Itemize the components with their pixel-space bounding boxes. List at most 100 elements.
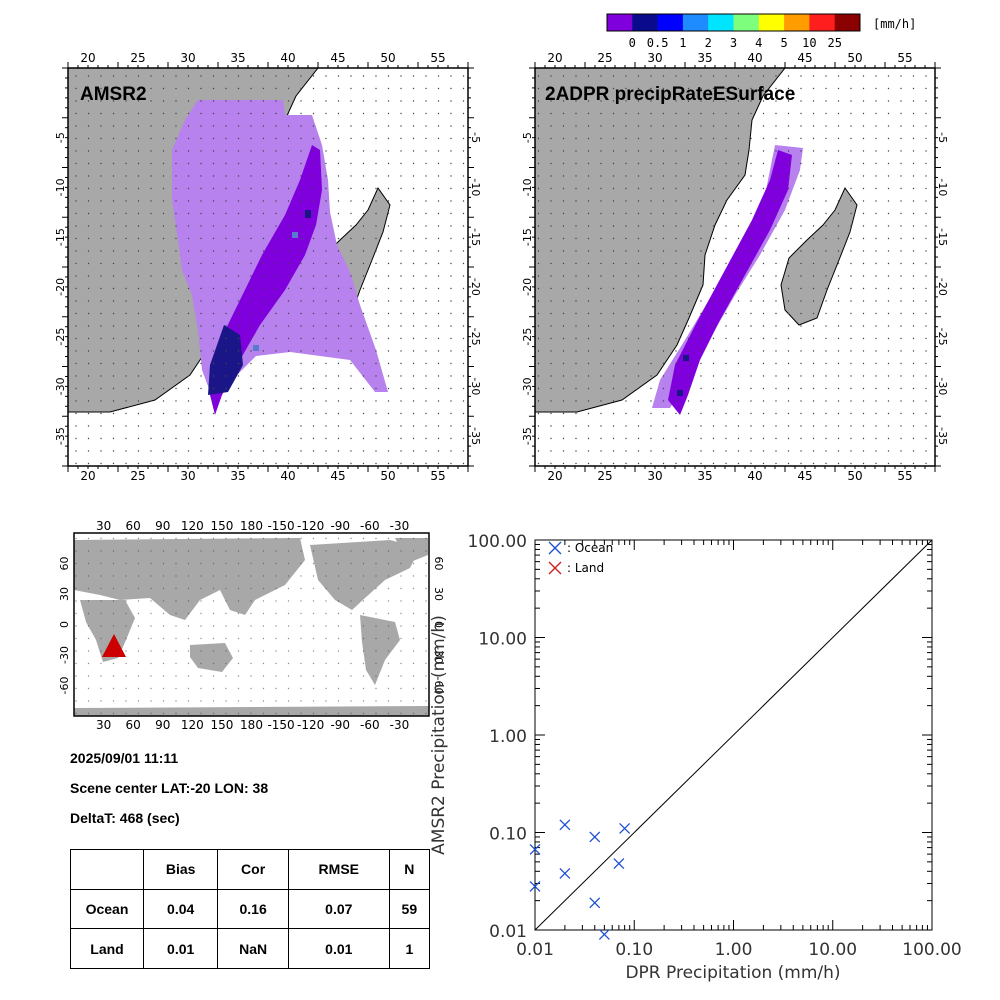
lon-tick-label: 45 — [330, 469, 345, 483]
world-lon-tick-label: -60 — [360, 519, 380, 533]
map-ticks-amsr2: 20 20 25 25 30 30 35 35 40 40 45 45 50 50 55 55 -5 -5 -10 -… — [54, 51, 482, 483]
map-title-dpr: 2ADPR precipRateESurface — [545, 84, 795, 105]
scatter-point — [613, 858, 625, 870]
lon-tick-label: 35 — [230, 51, 245, 65]
delta-t: DeltaT: 468 (sec) — [70, 810, 180, 826]
colorbar-tick-label: 0 — [629, 36, 636, 50]
world-lat-tick-label: 30 — [432, 587, 445, 601]
world-lon-tick-label: 60 — [126, 519, 141, 533]
scatter-point — [619, 823, 631, 834]
legend-ocean-marker — [548, 541, 562, 555]
scatter-point — [589, 897, 601, 909]
lat-tick-label: -30 — [54, 377, 67, 395]
lon-tick-label: 45 — [330, 51, 345, 65]
colorbar-swatch — [607, 14, 633, 31]
cor-value: NaN — [217, 928, 289, 969]
world-lat-tick-label: -30 — [432, 646, 445, 664]
colorbar-tick-label: 25 — [827, 36, 841, 50]
world-lon-tick-label: 150 — [210, 519, 233, 533]
legend-land-marker — [548, 561, 562, 575]
lon-tick-label: 50 — [847, 51, 862, 65]
world-map-ticks: 303060609090120120150150180180-150-150-1… — [58, 519, 445, 732]
lat-tick-label: -20 — [54, 278, 67, 296]
map-ticks-dpr: 20 20 25 25 30 30 35 35 40 40 45 45 50 50 55 55 -5 -5 -10 -… — [521, 51, 949, 483]
world-lon-tick-label: -150 — [267, 519, 294, 533]
lat-tick-label: -15 — [54, 228, 67, 246]
colorbar-tick-label: 3 — [730, 36, 737, 50]
lon-tick-label: 55 — [897, 469, 912, 483]
lat-tick-label: -35 — [936, 427, 949, 445]
scatter-legend: : Ocean : Land — [548, 541, 613, 575]
cor-value: 0.16 — [217, 888, 289, 930]
scene-center: Scene center LAT:-20 LON: 38 — [70, 780, 269, 796]
lon-tick-label: 25 — [597, 51, 612, 65]
colorbar-tick-label: 4 — [755, 36, 762, 50]
lon-tick-label: 30 — [180, 469, 195, 483]
n-value: 59 — [388, 888, 431, 930]
colorbar-tick-label: 10 — [802, 36, 816, 50]
world-lon-tick-label: 120 — [181, 519, 204, 533]
world-lon-tick-label: 60 — [126, 718, 141, 732]
lon-tick-label: 40 — [747, 51, 762, 65]
world-lon-tick-label: 30 — [96, 718, 111, 732]
world-lon-tick-label: 180 — [240, 519, 263, 533]
lat-tick-label: -30 — [521, 377, 534, 395]
lat-tick-label: -20 — [469, 278, 482, 296]
scene-location-marker — [102, 634, 126, 657]
world-lat-tick-label: -60 — [58, 677, 71, 695]
n-value: 1 — [388, 928, 431, 969]
world-lon-tick-label: 150 — [210, 718, 233, 732]
lon-tick-label: 55 — [430, 469, 445, 483]
lat-tick-label: -20 — [521, 278, 534, 296]
world-lat-tick-label: -60 — [432, 677, 445, 695]
lon-tick-label: 25 — [130, 469, 145, 483]
lat-tick-label: -15 — [936, 228, 949, 246]
lat-tick-label: -5 — [936, 132, 949, 143]
colorbar-swatch — [657, 14, 684, 31]
lon-tick-label: 30 — [180, 51, 195, 65]
lon-tick-label: 35 — [697, 469, 712, 483]
colorbar-swatch — [758, 14, 785, 31]
legend-ocean-cross — [548, 541, 562, 555]
scatter-plot: 0.01 0.10 1.00 10.00 100.00 0.01 0.10 1.00 10.00… — [429, 532, 962, 983]
world-lon-tick-label: -150 — [267, 718, 294, 732]
y-tick-label: 1.00 — [489, 727, 527, 747]
table-row: Land 0.01 NaN 0.01 1 — [70, 928, 431, 969]
world-lon-tick-label: 90 — [155, 718, 170, 732]
table-header-row: Bias Cor RMSE N — [70, 849, 431, 890]
rmse-value: 0.07 — [287, 888, 390, 930]
colorbar-swatch — [733, 14, 760, 31]
lat-tick-label: -30 — [469, 377, 482, 395]
scatter-point — [559, 868, 571, 879]
lon-tick-label: 50 — [380, 469, 395, 483]
lat-tick-label: -15 — [521, 228, 534, 246]
map-title-amsr2: AMSR2 — [80, 84, 147, 105]
lat-tick-label: -35 — [469, 427, 482, 445]
lon-tick-label: 20 — [80, 51, 95, 65]
lat-tick-label: -10 — [521, 178, 534, 196]
lat-tick-label: -25 — [54, 328, 67, 346]
lat-tick-label: -5 — [469, 132, 482, 143]
lat-tick-label: -10 — [469, 178, 482, 196]
lat-tick-label: -10 — [936, 178, 949, 196]
lon-tick-label: 20 — [80, 469, 95, 483]
world-lat-tick-label: 60 — [432, 557, 445, 571]
y-tick-label: 100.00 — [468, 532, 527, 552]
x-tick-label: 100.00 — [902, 940, 961, 960]
colorbar-swatch — [784, 14, 810, 31]
lon-tick-label: 30 — [647, 51, 662, 65]
x-tick-label: 0.10 — [615, 940, 653, 960]
lat-tick-label: -10 — [54, 178, 67, 196]
colorbar-swatch — [632, 14, 658, 31]
x-tick-label: 10.00 — [808, 940, 857, 960]
scatter-point — [529, 843, 541, 855]
scatter-point — [598, 929, 610, 940]
table-header-cell: Bias — [142, 849, 219, 890]
world-lat-tick-label: 30 — [58, 587, 71, 601]
bias-value: 0.04 — [142, 888, 219, 930]
world-lon-tick-label: 90 — [155, 519, 170, 533]
scatter-point — [529, 880, 541, 892]
colorbar-tick-label: 5 — [780, 36, 787, 50]
table-row: Ocean 0.04 0.16 0.07 59 — [70, 888, 431, 930]
lon-tick-label: 40 — [747, 469, 762, 483]
